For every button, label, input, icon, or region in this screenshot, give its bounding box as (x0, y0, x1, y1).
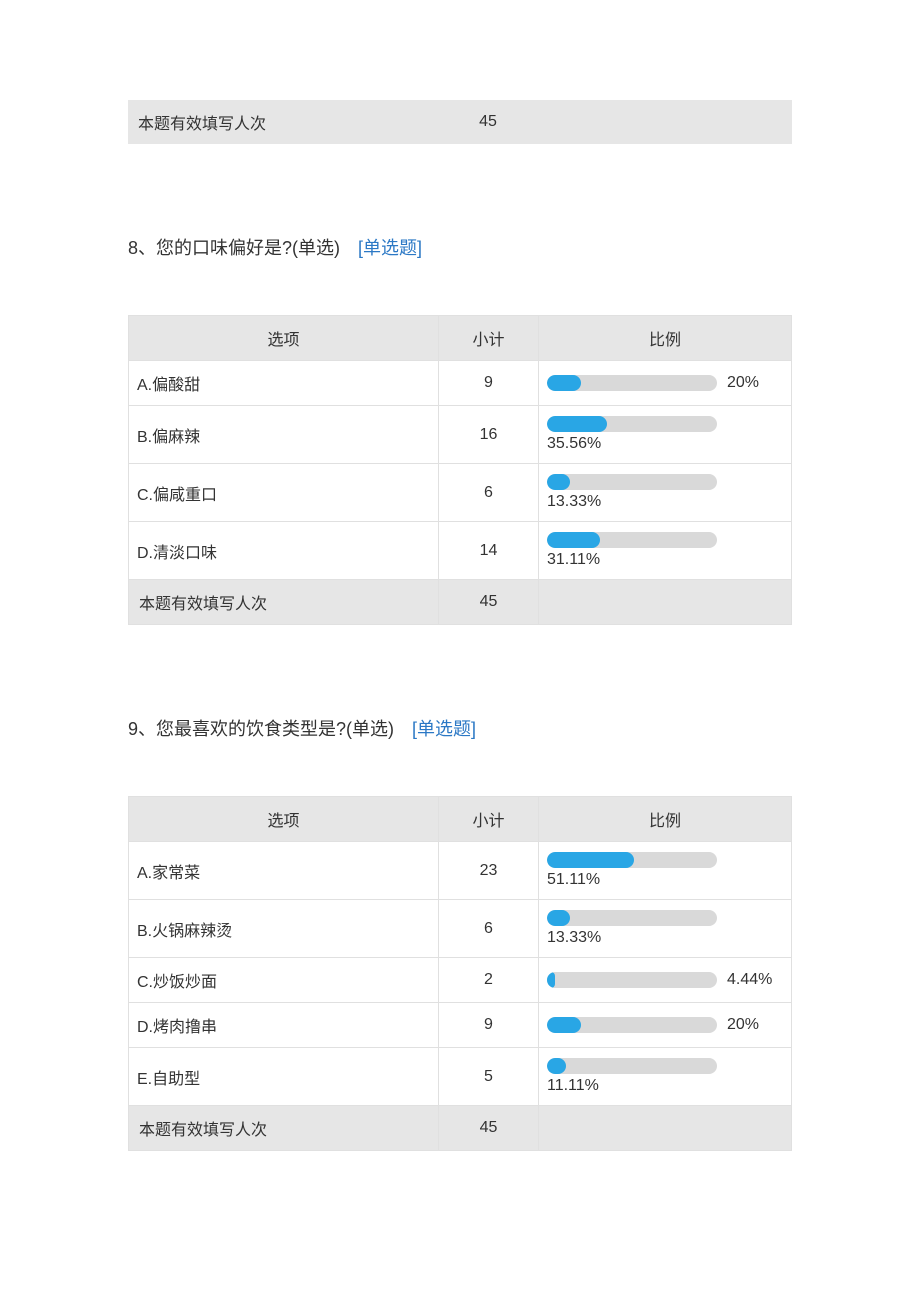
ratio-percent: 20% (727, 374, 759, 392)
ratio-bar-fill (547, 375, 581, 391)
ratio-percent: 35.56% (547, 435, 783, 453)
ratio-bar-fill (547, 1017, 581, 1033)
footer-ratio-empty (539, 580, 792, 625)
question-type-tag: [单选题] (358, 238, 422, 258)
option-label: B.火锅麻辣烫 (129, 900, 439, 958)
option-count: 14 (439, 522, 539, 580)
header-ratio: 比例 (539, 316, 792, 361)
ratio-bar-fill (547, 1058, 566, 1074)
question-type-tag: [单选题] (412, 719, 476, 739)
question-title: 9、您最喜欢的饮食类型是?(单选) [单选题] (128, 715, 792, 741)
footer-count: 45 (439, 580, 539, 625)
ratio-bar-fill (547, 416, 607, 432)
option-ratio-cell: 51.11% (539, 842, 792, 900)
option-label: D.烤肉撸串 (129, 1003, 439, 1048)
header-count: 小计 (439, 316, 539, 361)
table-row: B.火锅麻辣烫6 13.33% (129, 900, 792, 958)
option-count: 9 (439, 1003, 539, 1048)
option-count: 9 (439, 361, 539, 406)
footer-count: 45 (439, 1106, 539, 1151)
question-number: 9、 (128, 719, 156, 739)
ratio-percent: 20% (727, 1016, 759, 1034)
option-count: 23 (439, 842, 539, 900)
option-label: B.偏麻辣 (129, 406, 439, 464)
ratio-bar (547, 852, 717, 868)
header-count: 小计 (439, 797, 539, 842)
ratio-bar (547, 474, 717, 490)
page-container: 本题有效填写人次 45 8、您的口味偏好是?(单选)[单选题]选项小计比例A.偏… (0, 100, 920, 1191)
option-label: C.偏咸重口 (129, 464, 439, 522)
ratio-percent: 51.11% (547, 871, 783, 889)
footer-ratio-empty (539, 1106, 792, 1151)
option-count: 6 (439, 464, 539, 522)
option-ratio-cell: 13.33% (539, 464, 792, 522)
header-option: 选项 (129, 797, 439, 842)
ratio-bar-fill (547, 972, 555, 988)
top-summary-label: 本题有效填写人次 (128, 110, 438, 134)
top-summary-count: 45 (438, 113, 538, 131)
survey-table: 选项小计比例 A.偏酸甜9 20% B.偏麻辣16 35.56% C.偏咸重口6 13.33… (128, 315, 792, 625)
question-text: 您最喜欢的饮食类型是?(单选) (156, 719, 394, 739)
option-ratio-cell: 4.44% (539, 958, 792, 1003)
option-count: 16 (439, 406, 539, 464)
table-row: A.偏酸甜9 20% (129, 361, 792, 406)
ratio-percent: 31.11% (547, 551, 783, 569)
ratio-percent: 4.44% (727, 971, 772, 989)
header-ratio: 比例 (539, 797, 792, 842)
option-label: E.自助型 (129, 1048, 439, 1106)
table-footer-row: 本题有效填写人次45 (129, 580, 792, 625)
question-title: 8、您的口味偏好是?(单选) [单选题] (128, 234, 792, 260)
top-summary-row: 本题有效填写人次 45 (128, 100, 792, 144)
ratio-percent: 11.11% (547, 1077, 783, 1095)
table-row: D.清淡口味14 31.11% (129, 522, 792, 580)
ratio-bar-fill (547, 910, 570, 926)
table-row: D.烤肉撸串9 20% (129, 1003, 792, 1048)
option-label: C.炒饭炒面 (129, 958, 439, 1003)
option-count: 2 (439, 958, 539, 1003)
ratio-bar (547, 416, 717, 432)
option-label: D.清淡口味 (129, 522, 439, 580)
table-row: A.家常菜23 51.11% (129, 842, 792, 900)
ratio-percent: 13.33% (547, 929, 783, 947)
ratio-bar-fill (547, 852, 634, 868)
table-row: E.自助型5 11.11% (129, 1048, 792, 1106)
ratio-bar (547, 1017, 717, 1033)
option-ratio-cell: 13.33% (539, 900, 792, 958)
option-ratio-cell: 11.11% (539, 1048, 792, 1106)
survey-table: 选项小计比例A.家常菜2351.11%B.火锅麻辣烫613.33%C.炒饭炒面2… (128, 796, 792, 1151)
option-ratio-cell: 20% (539, 1003, 792, 1048)
option-label: A.家常菜 (129, 842, 439, 900)
question-number: 8、 (128, 238, 156, 258)
option-label: A.偏酸甜 (129, 361, 439, 406)
table-footer-row: 本题有效填写人次45 (129, 1106, 792, 1151)
ratio-percent: 13.33% (547, 493, 783, 511)
table-row: C.炒饭炒面2 4.44% (129, 958, 792, 1003)
ratio-bar (547, 1058, 717, 1074)
option-count: 6 (439, 900, 539, 958)
footer-label: 本题有效填写人次 (129, 1106, 439, 1151)
ratio-bar (547, 972, 717, 988)
option-count: 5 (439, 1048, 539, 1106)
ratio-bar-fill (547, 474, 570, 490)
option-ratio-cell: 35.56% (539, 406, 792, 464)
question-text: 您的口味偏好是?(单选) (156, 238, 340, 258)
option-ratio-cell: 20% (539, 361, 792, 406)
ratio-bar (547, 532, 717, 548)
footer-label: 本题有效填写人次 (129, 580, 439, 625)
table-row: C.偏咸重口6 13.33% (129, 464, 792, 522)
ratio-bar (547, 910, 717, 926)
header-option: 选项 (129, 316, 439, 361)
table-row: B.偏麻辣16 35.56% (129, 406, 792, 464)
ratio-bar-fill (547, 532, 600, 548)
ratio-bar (547, 375, 717, 391)
option-ratio-cell: 31.11% (539, 522, 792, 580)
